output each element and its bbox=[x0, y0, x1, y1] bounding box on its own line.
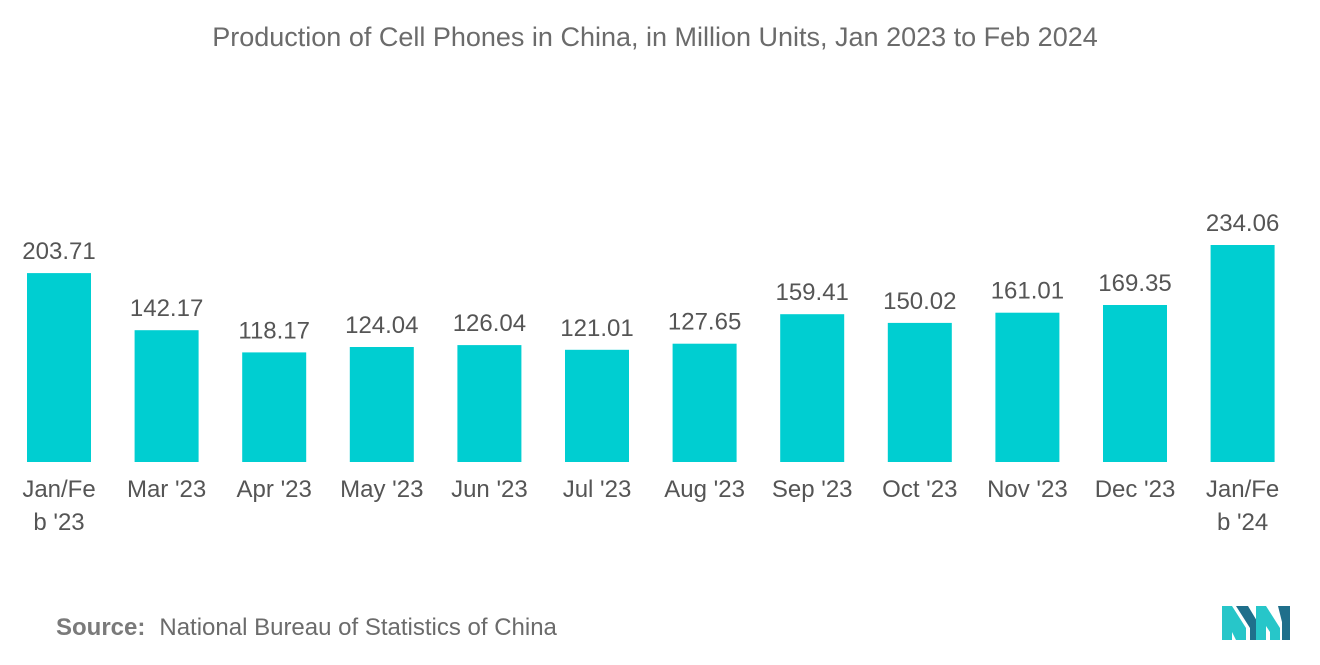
bar bbox=[457, 345, 522, 462]
x-tick-label: Jan/Fe b '23 bbox=[22, 476, 95, 536]
x-tick-label: Mar '23 bbox=[127, 476, 206, 503]
x-tick-label: Jul '23 bbox=[563, 476, 632, 503]
x-tick-label: Jun '23 bbox=[451, 476, 528, 503]
bar bbox=[242, 352, 307, 462]
x-tick-label: May '23 bbox=[340, 476, 423, 503]
data-label: 203.71 bbox=[22, 238, 95, 265]
data-label: 127.65 bbox=[668, 309, 741, 336]
bar bbox=[780, 314, 845, 462]
x-tick-label: Aug '23 bbox=[664, 476, 745, 503]
source-line: Source: National Bureau of Statistics of … bbox=[56, 614, 557, 642]
bar bbox=[887, 322, 952, 462]
bar bbox=[134, 330, 199, 462]
x-tick-label: Sep '23 bbox=[772, 476, 853, 503]
data-label: 234.06 bbox=[1206, 210, 1279, 237]
bar bbox=[672, 343, 737, 462]
data-label: 159.41 bbox=[775, 279, 848, 306]
x-tick-label: Dec '23 bbox=[1095, 476, 1176, 503]
data-label: 150.02 bbox=[883, 288, 956, 315]
data-label: 142.17 bbox=[130, 295, 203, 322]
data-label: 124.04 bbox=[345, 312, 418, 339]
bar bbox=[565, 349, 629, 462]
bar bbox=[27, 273, 91, 462]
bar bbox=[1103, 305, 1167, 462]
bar bbox=[349, 347, 414, 462]
data-label: 169.35 bbox=[1098, 270, 1171, 297]
x-tick-label: Oct '23 bbox=[882, 476, 957, 503]
data-label: 126.04 bbox=[453, 310, 526, 337]
x-tick-label: Jan/Fe b '24 bbox=[1206, 476, 1279, 536]
data-label: 118.17 bbox=[238, 317, 310, 344]
source-text: National Bureau of Statistics of China bbox=[159, 614, 557, 641]
x-tick-label: Nov '23 bbox=[987, 476, 1068, 503]
mordor-logo-icon bbox=[1222, 606, 1290, 640]
x-tick-label: Apr '23 bbox=[237, 476, 312, 503]
source-label: Source: bbox=[56, 614, 146, 641]
chart-title: Production of Cell Phones in China, in M… bbox=[212, 22, 1098, 52]
bar bbox=[995, 312, 1060, 462]
data-label: 121.01 bbox=[560, 315, 633, 342]
bar bbox=[1210, 245, 1275, 462]
data-label: 161.01 bbox=[991, 278, 1064, 305]
